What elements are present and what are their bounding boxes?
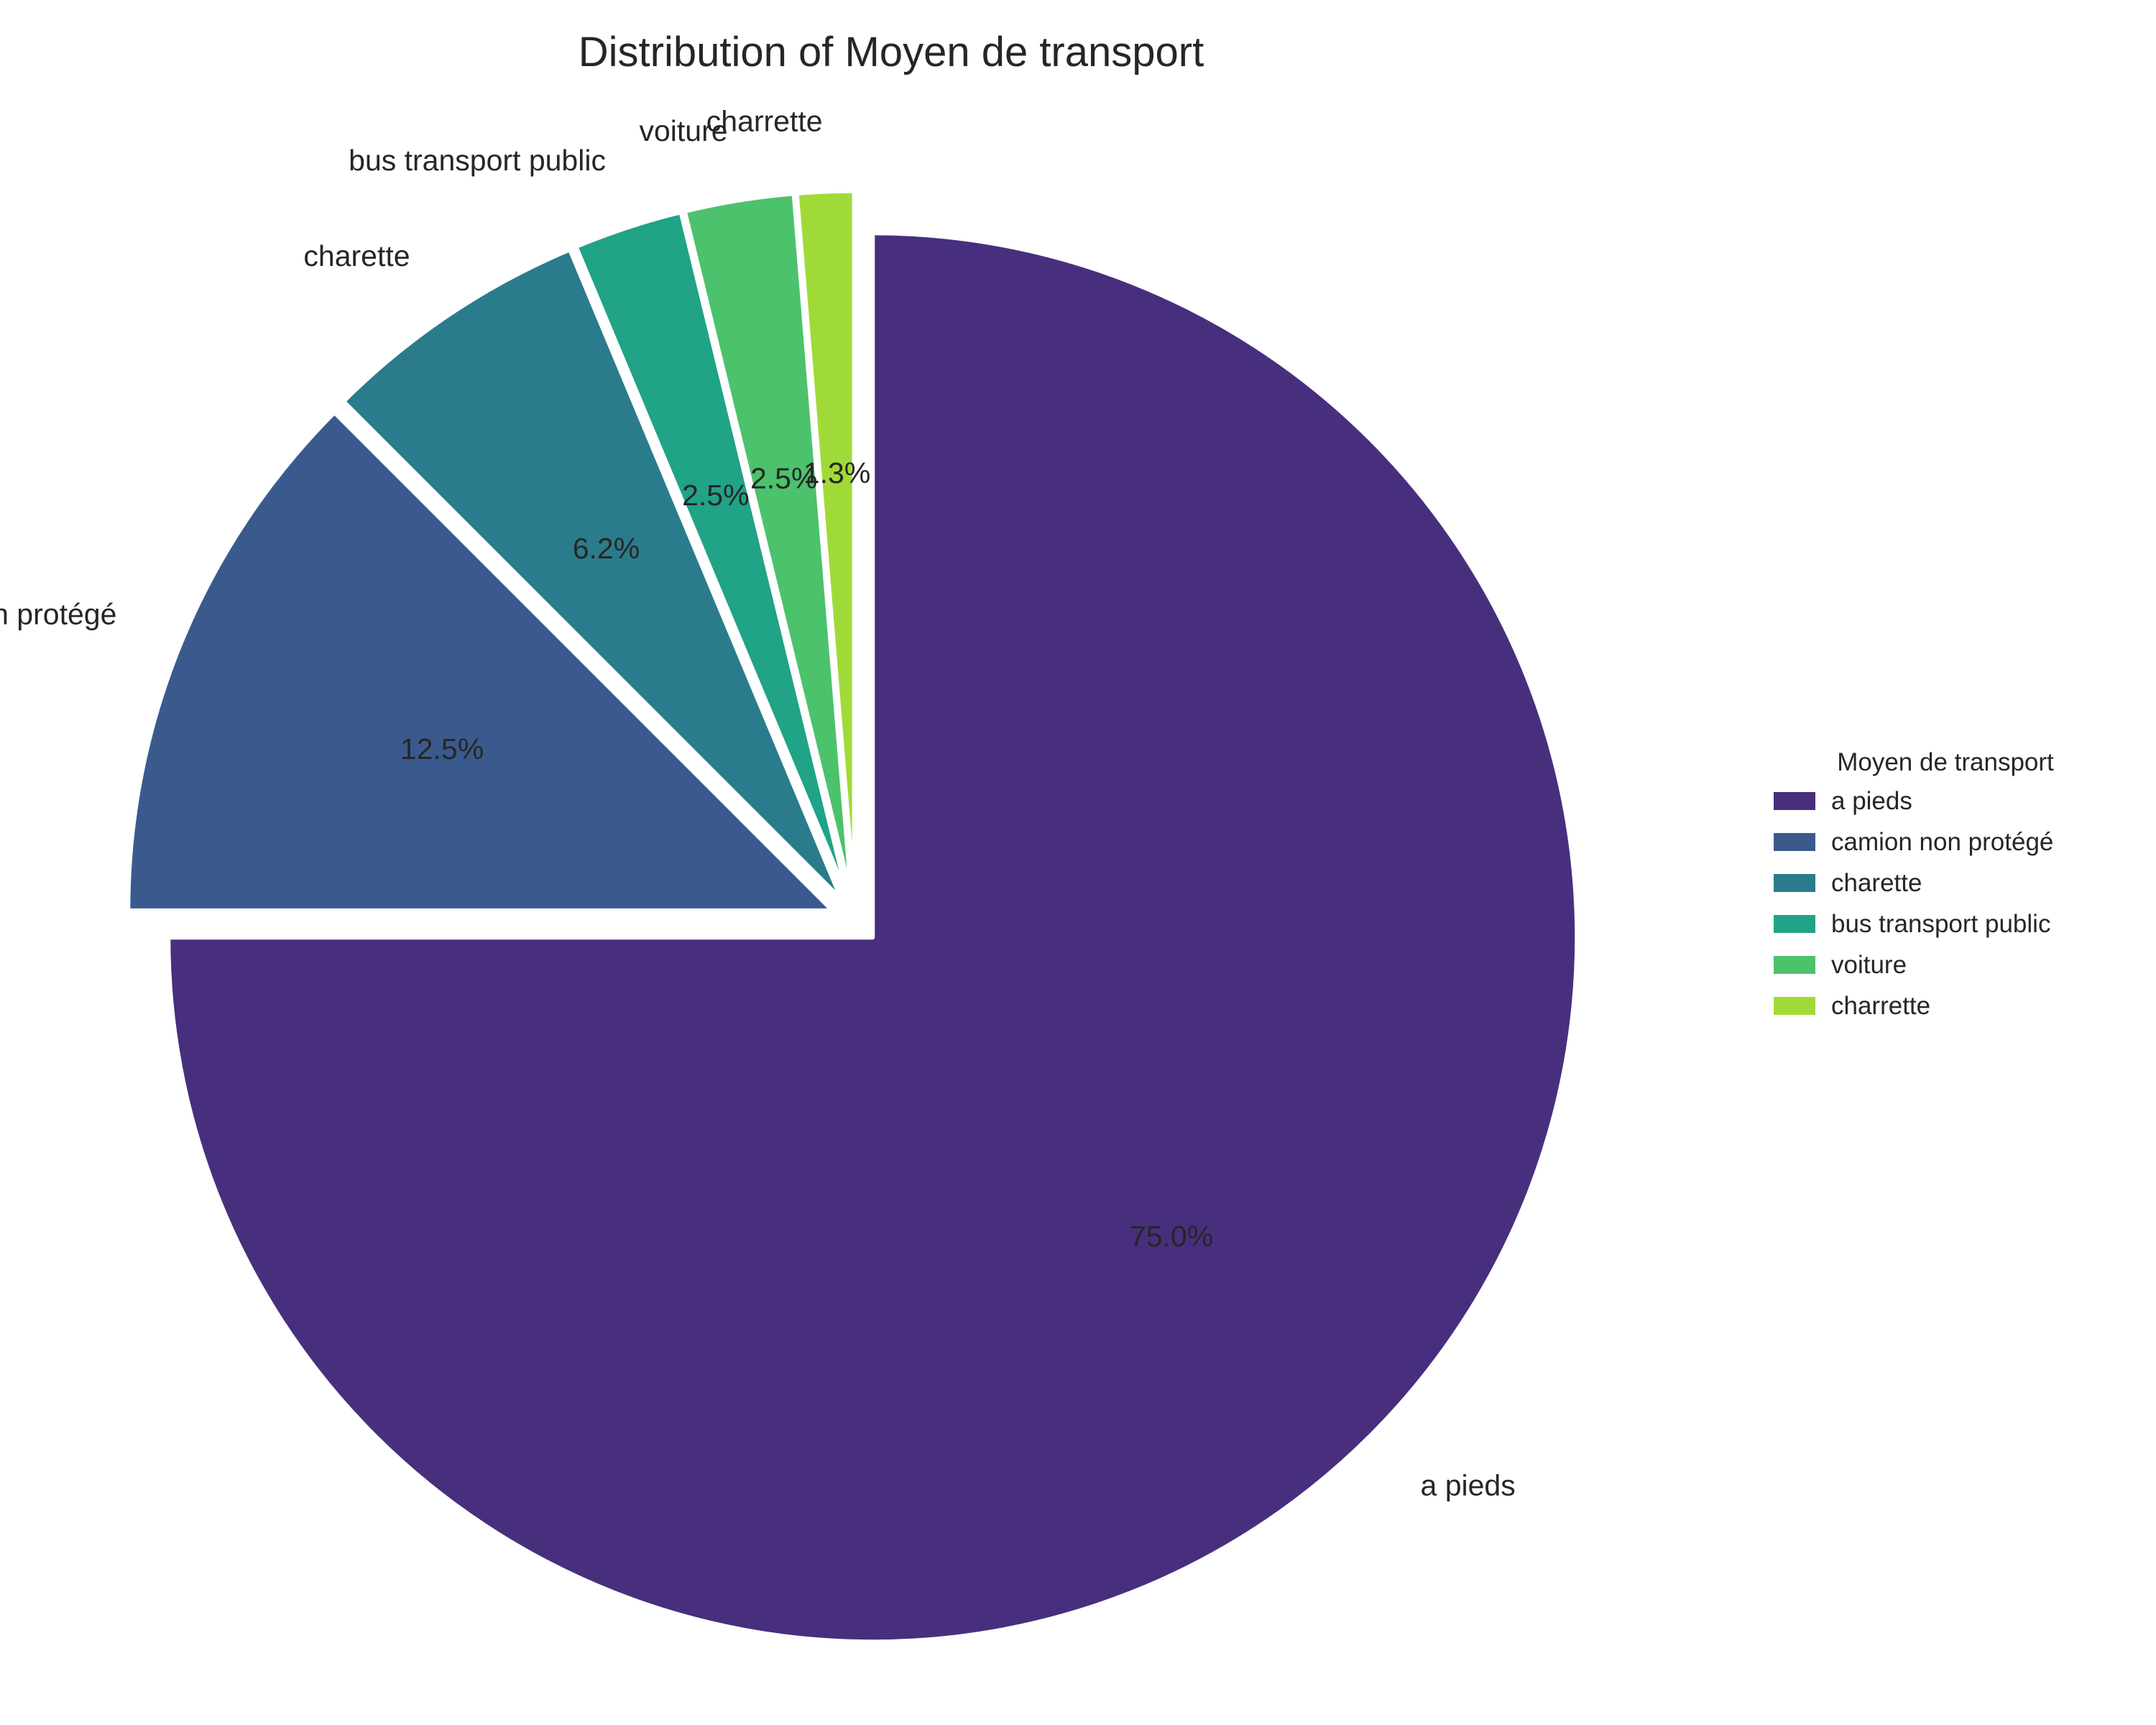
percent-label: 2.5%	[682, 479, 749, 512]
legend-swatch	[1774, 874, 1815, 892]
percent-label: 12.5%	[400, 732, 484, 765]
legend-swatch	[1774, 997, 1815, 1015]
percent-label: 2.5%	[750, 462, 817, 495]
legend-label: charette	[1831, 869, 1922, 897]
pie-slice-voiture	[682, 191, 854, 898]
category-labels: a pieds camion non protégé charette bus tra…	[0, 105, 1516, 1502]
legend-label: voiture	[1831, 951, 1907, 979]
pie-slices	[126, 188, 1580, 1644]
category-label: charrette	[706, 105, 823, 138]
pie-slice-charrette	[794, 188, 857, 898]
percent-label: 6.2%	[573, 532, 640, 565]
legend-label: bus transport public	[1831, 910, 2050, 938]
category-label: voiture	[639, 114, 727, 147]
percent-label: 1.3%	[803, 456, 870, 489]
legend-label: camion non protégé	[1831, 828, 2053, 856]
pie-slice-charette	[341, 247, 844, 902]
legend-swatch	[1774, 833, 1815, 851]
legend-items: a pieds camion non protégé charette bus tra…	[1774, 787, 2053, 1020]
category-label: a pieds	[1421, 1469, 1516, 1502]
pie-slice-bus-transport-public	[573, 210, 850, 899]
legend-swatch	[1774, 956, 1815, 974]
pie-slice-camion-non-protege	[126, 410, 835, 913]
pie-slice-a-pieds	[166, 231, 1580, 1644]
percent-label: 75.0%	[1130, 1220, 1213, 1253]
percent-labels: 75.0%12.5%6.2%2.5%2.5%1.3%	[400, 456, 1213, 1253]
legend-label: a pieds	[1831, 787, 1912, 815]
category-label: camion non protégé	[0, 597, 116, 630]
category-label: bus transport public	[349, 144, 606, 177]
legend-title: Moyen de transport	[1837, 748, 2054, 776]
legend: Moyen de transport a pieds camion non pro…	[1774, 748, 2054, 1020]
chart-title: Distribution of Moyen de transport	[579, 29, 1204, 75]
category-label: charette	[303, 239, 410, 272]
legend-label: charrette	[1831, 992, 1930, 1020]
legend-swatch	[1774, 792, 1815, 810]
legend-swatch	[1774, 915, 1815, 933]
